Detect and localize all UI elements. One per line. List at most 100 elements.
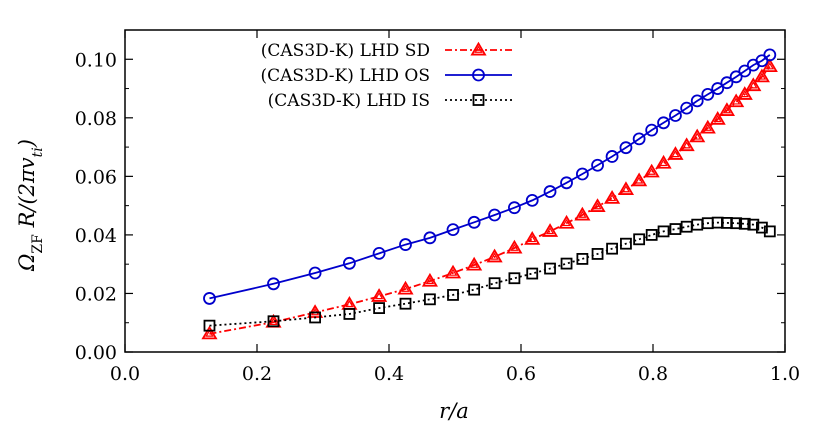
data-point-inner bbox=[448, 268, 458, 276]
data-point bbox=[738, 64, 752, 78]
data-point bbox=[308, 266, 322, 280]
data-point bbox=[558, 214, 575, 229]
data-point-inner bbox=[765, 62, 775, 70]
data-point bbox=[488, 208, 502, 222]
data-point bbox=[526, 267, 539, 280]
data-point-inner bbox=[703, 123, 713, 131]
data-point bbox=[576, 253, 589, 265]
data-point bbox=[544, 262, 556, 275]
legend-marker bbox=[470, 41, 487, 56]
data-point bbox=[689, 128, 706, 143]
data-point-inner bbox=[757, 72, 767, 80]
data-point-inner bbox=[731, 97, 741, 105]
data-point bbox=[709, 111, 726, 125]
x-axis-label: r/a bbox=[439, 399, 469, 423]
data-point bbox=[574, 206, 591, 221]
data-point bbox=[267, 315, 280, 328]
x-tick-label: 0.2 bbox=[242, 363, 272, 385]
data-point bbox=[680, 101, 694, 115]
data-point bbox=[747, 218, 760, 231]
data-point bbox=[309, 311, 321, 324]
data-point bbox=[657, 225, 670, 238]
data-point bbox=[730, 217, 743, 230]
data-point bbox=[690, 94, 704, 108]
plot-area bbox=[124, 29, 786, 353]
data-point-inner bbox=[749, 81, 758, 89]
data-point bbox=[524, 231, 541, 245]
data-point bbox=[631, 172, 648, 187]
data-point-inner bbox=[490, 252, 499, 260]
data-point bbox=[632, 132, 646, 146]
data-point bbox=[341, 296, 358, 310]
legend-label: (CAS3D-K) LHD OS bbox=[260, 66, 430, 86]
data-point bbox=[667, 146, 684, 160]
x-tick-label: 1.0 bbox=[770, 363, 800, 385]
legend-marker-inner bbox=[474, 45, 483, 53]
legend-entry: (CAS3D-K) LHD SD bbox=[261, 41, 512, 61]
data-point-inner bbox=[671, 150, 680, 158]
y-axis-label: ΩZF R/(2πvti) bbox=[15, 139, 46, 272]
data-point-inner bbox=[374, 291, 384, 300]
data-point bbox=[591, 248, 604, 260]
data-point bbox=[720, 76, 734, 90]
data-point bbox=[699, 119, 716, 134]
x-tick-label: 0.0 bbox=[110, 363, 140, 385]
data-point bbox=[604, 190, 621, 204]
data-point bbox=[468, 283, 481, 296]
data-point-inner bbox=[607, 193, 617, 202]
legend-label: (CAS3D-K) LHD IS bbox=[268, 91, 430, 111]
legend-entry: (CAS3D-K) LHD IS bbox=[268, 91, 512, 111]
data-point bbox=[560, 257, 573, 270]
data-point bbox=[655, 154, 672, 169]
data-point bbox=[619, 141, 633, 155]
data-point bbox=[738, 217, 751, 230]
x-tick-label: 0.4 bbox=[374, 363, 404, 385]
data-point bbox=[745, 77, 762, 92]
data-point-inner bbox=[740, 90, 749, 98]
data-point bbox=[486, 248, 503, 263]
data-point bbox=[605, 150, 619, 163]
data-point bbox=[718, 102, 735, 116]
data-point-inner bbox=[510, 243, 519, 251]
data-point bbox=[508, 201, 521, 215]
data-point bbox=[466, 256, 483, 271]
data-point bbox=[728, 93, 745, 108]
data-point-inner bbox=[562, 218, 571, 227]
data-point bbox=[201, 325, 218, 340]
data-point bbox=[736, 86, 753, 100]
data-point bbox=[669, 109, 682, 122]
data-point bbox=[763, 225, 776, 238]
data-point bbox=[399, 297, 412, 310]
data-point-inner bbox=[634, 176, 644, 184]
data-point bbox=[669, 223, 682, 235]
legend-label: (CAS3D-K) LHD SD bbox=[261, 41, 430, 61]
y-tick-label: 0.04 bbox=[75, 225, 117, 247]
data-point-inner bbox=[659, 158, 668, 167]
data-point bbox=[753, 68, 770, 83]
data-point bbox=[763, 48, 777, 62]
y-tick-label: 0.08 bbox=[75, 108, 117, 130]
data-point bbox=[543, 185, 557, 198]
data-point-inner bbox=[593, 202, 602, 210]
data-point bbox=[371, 288, 388, 302]
data-point-inner bbox=[205, 329, 214, 337]
data-point bbox=[506, 239, 523, 254]
data-point bbox=[575, 167, 589, 181]
data-point-inner bbox=[647, 167, 656, 175]
series-1 bbox=[203, 48, 777, 305]
data-point bbox=[657, 116, 670, 130]
data-point bbox=[508, 272, 521, 285]
data-point bbox=[267, 277, 280, 291]
data-point bbox=[525, 193, 539, 207]
data-point bbox=[645, 123, 659, 137]
data-point bbox=[678, 137, 695, 152]
data-point bbox=[541, 223, 559, 237]
series-line bbox=[209, 221, 771, 327]
data-point-inner bbox=[425, 276, 435, 284]
data-point-inner bbox=[692, 132, 702, 140]
y-tick-label: 0.02 bbox=[75, 283, 117, 305]
data-point bbox=[373, 302, 386, 314]
plot-frame bbox=[124, 29, 786, 353]
data-point bbox=[446, 223, 460, 237]
